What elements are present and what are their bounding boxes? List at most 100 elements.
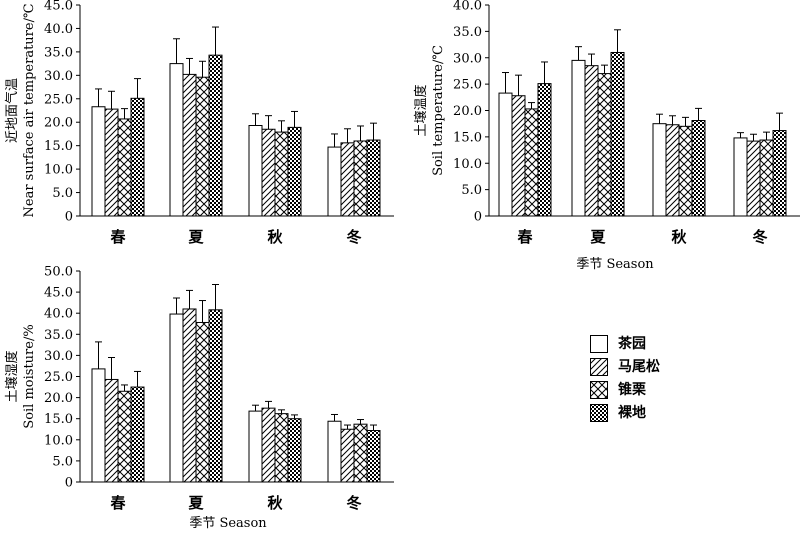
bar [759,139,774,217]
y-tick-label: 30.0 [453,51,482,66]
bar [104,108,119,217]
legend-label: 裸地 [618,405,646,421]
bar [91,368,106,483]
x-category-label: 秋 [671,228,687,246]
bar [571,59,586,217]
x-category-label: 夏 [187,494,204,512]
bar [524,108,539,217]
legend-item-tea-garden: 茶园 [590,332,770,355]
y-axis-label-cn: 土壤湿度 [4,350,20,402]
bar [91,106,106,217]
legend-item-bare-land: 裸地 [590,401,770,424]
bar [327,420,342,483]
bar [746,140,761,217]
y-tick-label: 10.0 [44,163,73,178]
x-category-label: 秋 [267,228,283,246]
chart-panel: 0 5.0 10.0 15.0 20.0 25.0 30.0 35.0 40.0 春 夏 秋 冬 土壤温度… [413,0,800,272]
bar [104,378,119,483]
bar [678,125,693,217]
y-tick-label: 25.0 [44,370,73,385]
bar [169,313,184,483]
bar [248,410,263,483]
bar [733,137,748,217]
bar [665,124,680,217]
y-tick-label: 15.0 [453,130,482,145]
y-tick-label: 45.0 [44,0,73,14]
bar [597,73,612,217]
bar [340,142,355,217]
y-tick-label: 20.0 [453,104,482,119]
bar [130,97,145,217]
y-axis-label-en: Near surface air temperature/℃ [22,4,37,218]
bar [691,120,706,217]
y-tick-label: 30.0 [44,349,73,364]
x-category-label: 夏 [187,228,204,246]
y-tick-label: 20.0 [44,391,73,406]
y-axis-label: 土壤湿度 Soil moisture/% [4,324,37,428]
y-tick-label: 40.0 [44,307,73,322]
bar [248,125,263,217]
bar [584,65,599,217]
y-tick-label: 15.0 [44,139,73,154]
y-axis-label-en: Soil temperature/℃ [431,45,446,176]
y-tick-label: 0 [65,476,73,491]
y-tick-label: 5.0 [52,186,73,201]
chart-panel: 0 5.0 10.0 15.0 20.0 25.0 30.0 35.0 40.0 45.0 50.0… [4,265,394,531]
legend-swatch-diagonal [590,358,608,376]
x-category-label: 冬 [346,228,361,246]
y-tick-label: 5.0 [52,454,73,469]
bar [274,131,289,217]
x-category-label: 春 [110,494,125,512]
y-axis-label-cn: 近地面气温 [4,78,20,143]
bar [208,309,223,483]
bar [261,407,276,483]
y-axis-label: 近地面气温 Near surface air temperature/℃ [4,4,37,218]
bar [511,95,526,217]
bar [537,83,552,217]
bar [287,126,302,217]
y-tick-label: 5.0 [461,183,482,198]
bar [610,51,625,217]
y-tick-label: 35.0 [453,25,482,40]
legend-label: 马尾松 [618,359,660,375]
x-category-label: 春 [110,228,125,246]
bar [287,418,302,483]
x-axis-label: 季节 Season [576,257,654,272]
bar [195,321,210,483]
bar [117,390,132,483]
legend-swatch-crosshatch [590,381,608,399]
x-category-label: 秋 [267,494,283,512]
x-category-label: 夏 [589,228,606,246]
bar [353,140,368,217]
bar [340,428,355,483]
legend-label: 锥栗 [618,382,646,398]
legend-swatch-plain [590,335,608,353]
bar [274,413,289,483]
y-axis-label-en: Soil moisture/% [22,324,37,428]
y-axis-label: 土壤温度 Soil temperature/℃ [413,45,446,176]
y-tick-label: 40.0 [453,0,482,14]
legend: 茶园 马尾松 锥栗 裸地 [590,332,770,424]
y-tick-label: 10.0 [453,157,482,172]
bar [772,130,787,217]
chart-panels: 05.010.015.020.025.030.035.040.045.0春夏秋冬… [4,0,800,531]
bar [130,386,145,483]
y-tick-label: 35.0 [44,328,73,343]
x-category-label: 冬 [346,494,361,512]
bar [366,139,381,217]
y-tick-label: 35.0 [44,45,73,60]
y-axis-label-cn: 土壤温度 [413,84,429,136]
y-tick-label: 10.0 [44,433,73,448]
y-tick-label: 20.0 [44,116,73,131]
bar [261,128,276,217]
y-tick-label: 40.0 [44,22,73,37]
y-tick-label: 0 [65,210,73,225]
bar [353,423,368,483]
y-tick-label: 50.0 [44,265,73,280]
legend-swatch-checker [590,404,608,422]
bar [182,73,197,217]
y-tick-label: 15.0 [44,412,73,427]
x-axis-label: 季节 Season [189,516,267,531]
x-category-label: 春 [517,228,532,246]
